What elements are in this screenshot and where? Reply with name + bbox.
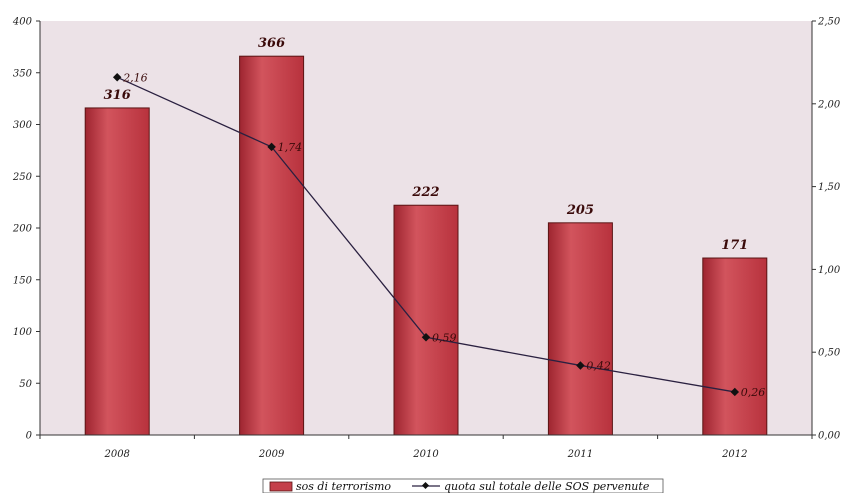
legend-label-bar: sos di terrorismo [296,480,391,493]
bar-2008 [84,107,150,436]
bar-2010 [393,204,459,436]
x-tick-label: 2008 [103,449,129,460]
line-point-2012 [730,387,740,397]
bar-value-label: 205 [566,203,594,218]
line-point-2010 [421,333,431,342]
bar-2011 [547,222,613,436]
y2-tick-label: 0,00 [818,431,841,442]
y2-tick-label: 2,50 [817,17,841,28]
y2-tick-label: 0,50 [818,348,841,359]
y-tick-label: 250 [12,172,33,183]
x-tick-label: 2011 [567,449,593,460]
y-tick-label: 400 [12,17,33,28]
y2-tick-label: 2,00 [817,99,841,110]
legend-box [262,478,664,493]
bar-value-label: 366 [258,36,285,51]
bar-value-label: 316 [104,88,131,103]
y2-tick-label: 1,00 [818,265,841,276]
x-tick-label: 2009 [258,449,285,460]
legend-point-marker [421,481,430,490]
legend-swatch-bar [269,481,293,492]
line-point-2011 [576,361,585,370]
line-value-label: 0,59 [432,331,457,344]
y-tick-label: 350 [13,68,33,79]
bar-2009 [239,55,305,436]
x-tick-label: 2012 [721,449,747,460]
y2-tick-label: 1,50 [818,182,841,193]
line-value-label: 2,16 [122,71,148,84]
bar-value-label: 222 [411,185,439,200]
y-tick-label: 0 [26,431,33,442]
y-tick-label: 50 [19,379,32,390]
line-point-2008 [112,73,122,82]
line-value-label: 0,42 [586,359,611,372]
line-value-label: 0,26 [741,386,766,399]
y-tick-label: 150 [13,275,33,286]
x-tick-label: 2010 [412,449,439,460]
legend-label-line: quota sul totale delle SOS pervenute [444,480,650,493]
line-value-label: 1,74 [278,141,303,154]
y-tick-label: 300 [13,120,33,131]
bar-value-label: 171 [721,238,748,253]
line-point-2009 [267,142,276,152]
bar-2012 [702,257,768,436]
y-tick-label: 100 [13,327,33,338]
y-tick-label: 200 [12,224,33,235]
